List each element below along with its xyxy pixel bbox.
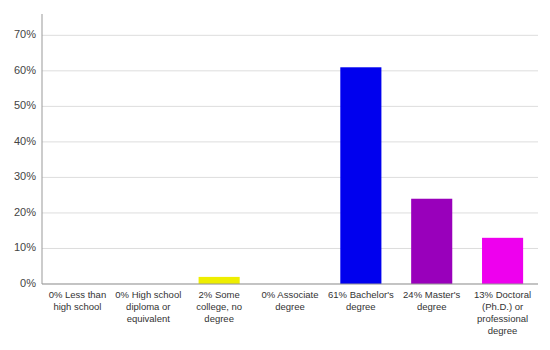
grid: [42, 35, 538, 284]
bar: [411, 199, 452, 284]
y-tick-label: 30%: [14, 170, 36, 182]
grid-line: [42, 141, 538, 142]
y-tick-label: 70%: [14, 28, 36, 40]
y-axis-line: [42, 14, 43, 284]
y-tick-label: 10%: [14, 241, 36, 253]
grid-line: [42, 248, 538, 249]
x-axis-line: [42, 284, 538, 285]
bar: [482, 238, 523, 284]
x-tick-label: 24% Master'sdegree: [403, 289, 461, 312]
y-tick-label: 40%: [14, 135, 36, 147]
chart: 0% 10% 20% 30% 40% 50% 60% 70% 0% Less thanhigh …: [0, 0, 550, 350]
grid-line: [42, 35, 538, 36]
x-tick-label: 2% Somecollege, nodegree: [196, 289, 242, 324]
y-axis: 0% 10% 20% 30% 40% 50% 60% 70%: [14, 14, 42, 289]
x-tick-label: 0% Less thanhigh school: [49, 289, 107, 312]
x-tick-label: 13% Doctoral(Ph.D.) orprofessionaldegree: [474, 289, 531, 336]
bar: [340, 67, 381, 284]
bars: [199, 67, 524, 284]
y-tick-label: 0%: [20, 277, 36, 289]
grid-line: [42, 70, 538, 71]
bar: [199, 277, 240, 284]
x-tick-label: 0% High schooldiploma orequivalent: [115, 289, 181, 324]
grid-line: [42, 177, 538, 178]
y-tick-label: 60%: [14, 64, 36, 76]
grid-line: [42, 106, 538, 107]
grid-line: [42, 212, 538, 213]
y-tick-label: 50%: [14, 99, 36, 111]
y-tick-label: 20%: [14, 206, 36, 218]
grid-line: [42, 284, 538, 285]
x-tick-label: 0% Associatedegree: [261, 289, 318, 312]
x-axis: 0% Less thanhigh school 0% High schooldip…: [42, 284, 538, 336]
x-tick-label: 61% Bachelor'sdegree: [328, 289, 394, 312]
